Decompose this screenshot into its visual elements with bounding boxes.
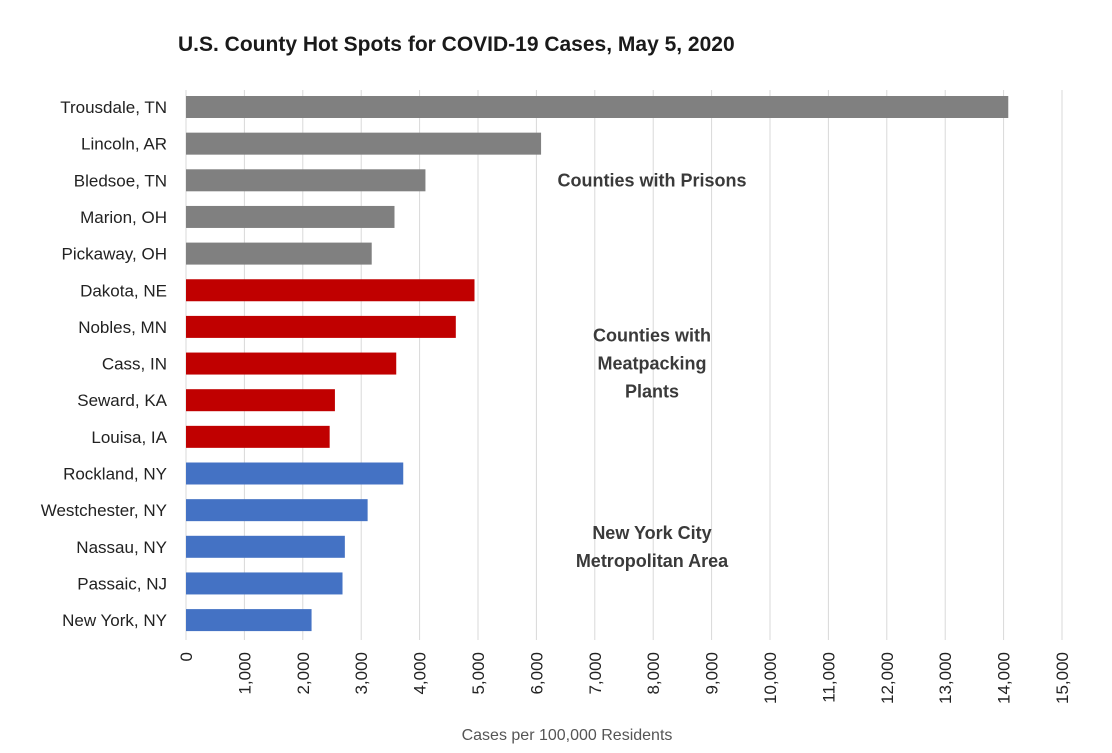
x-tick-label: 15,000 xyxy=(1053,652,1072,704)
category-label: Louisa, IA xyxy=(91,428,167,447)
bar xyxy=(186,499,368,522)
x-tick-label: 1,000 xyxy=(235,652,254,695)
category-label: Seward, KA xyxy=(77,391,167,410)
x-tick-label: 6,000 xyxy=(527,652,546,695)
category-label: Marion, OH xyxy=(80,208,167,227)
category-labels: Trousdale, TN Lincoln, AR Bledsoe, TN Mario… xyxy=(41,98,168,630)
x-tick-labels: 0 1,000 2,000 3,000 4,000 5,000 6,000 7,000 8,00… xyxy=(177,652,1072,704)
category-label: Trousdale, TN xyxy=(60,98,167,117)
bar xyxy=(186,535,345,558)
category-label: Cass, IN xyxy=(102,355,167,374)
bar xyxy=(186,279,475,302)
x-tick-label: 13,000 xyxy=(936,652,955,704)
x-tick-label: 2,000 xyxy=(294,652,313,695)
bar xyxy=(186,389,335,412)
group-annotations: Counties with Prisons Counties with Meatpa… xyxy=(557,170,746,571)
x-tick-label: 11,000 xyxy=(819,652,838,703)
group-label: Meatpacking xyxy=(597,354,706,374)
bar xyxy=(186,609,312,632)
bar xyxy=(186,352,397,375)
bar xyxy=(186,425,330,448)
bar xyxy=(186,315,456,338)
bar xyxy=(186,572,343,595)
category-label: Nassau, NY xyxy=(76,538,167,557)
group-label: Plants xyxy=(625,382,679,402)
x-tick-label: 0 xyxy=(177,652,196,661)
category-label: Lincoln, AR xyxy=(81,135,167,154)
x-tick-label: 10,000 xyxy=(761,652,780,704)
group-label: Metropolitan Area xyxy=(576,551,729,571)
category-label: New York, NY xyxy=(62,611,167,630)
x-tick-label: 8,000 xyxy=(644,652,663,695)
category-label: Bledsoe, TN xyxy=(74,171,167,190)
x-tick-label: 5,000 xyxy=(469,652,488,695)
x-tick-label: 4,000 xyxy=(411,652,430,695)
bar xyxy=(186,242,372,265)
category-label: Nobles, MN xyxy=(78,318,167,337)
bar xyxy=(186,132,542,155)
group-label: New York City xyxy=(592,523,711,543)
x-tick-label: 14,000 xyxy=(995,652,1014,704)
x-axis-title: Cases per 100,000 Residents xyxy=(462,727,673,744)
bar xyxy=(186,462,404,485)
bars xyxy=(186,96,1009,632)
bar xyxy=(186,205,395,228)
x-tick-label: 7,000 xyxy=(586,652,605,695)
category-label: Dakota, NE xyxy=(80,281,167,300)
bar xyxy=(186,96,1009,118)
bar xyxy=(186,169,426,192)
gridlines xyxy=(185,90,1063,640)
category-label: Westchester, NY xyxy=(41,501,167,520)
x-tick-label: 12,000 xyxy=(878,652,897,704)
category-label: Pickaway, OH xyxy=(62,245,168,264)
category-label: Passaic, NJ xyxy=(77,574,167,593)
x-tick-label: 9,000 xyxy=(703,652,722,695)
group-label: Counties with xyxy=(593,326,711,346)
group-label: Counties with Prisons xyxy=(557,170,746,190)
chart-title: U.S. County Hot Spots for COVID-19 Cases… xyxy=(178,33,735,56)
category-label: Rockland, NY xyxy=(63,465,167,484)
x-tick-label: 3,000 xyxy=(352,652,371,695)
